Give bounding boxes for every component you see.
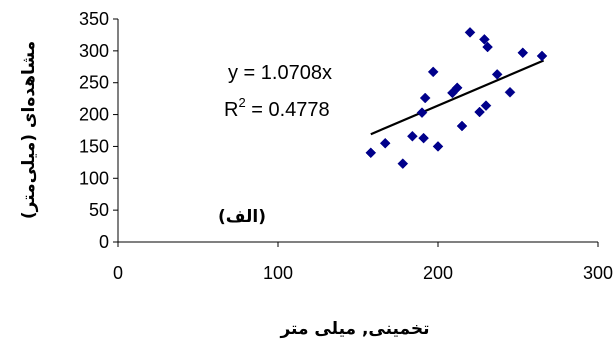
data-point <box>482 41 493 53</box>
data-point <box>504 86 516 98</box>
equation-label: y = 1.0708x <box>228 62 332 84</box>
data-points <box>365 27 548 169</box>
y-tick-label: 300 <box>79 41 109 61</box>
x-tick-label: 200 <box>423 263 453 283</box>
y-axis-title: مشاهده‌ای (میلی‌متر) <box>19 41 39 219</box>
x-tick-label: 100 <box>263 263 293 283</box>
r-squared-label: R2 = 0.4778 <box>224 95 330 121</box>
data-point <box>379 137 391 149</box>
data-point <box>416 107 428 119</box>
y-tick-label: 250 <box>79 73 109 93</box>
r-squared-value: = 0.4778 <box>246 99 330 121</box>
x-axis-title: تخمینی, میلی متر <box>279 319 429 339</box>
data-point <box>474 106 485 118</box>
y-tick-label: 150 <box>79 136 109 156</box>
data-point <box>517 47 529 59</box>
data-point <box>491 69 503 80</box>
y-tick-label: 50 <box>89 200 109 220</box>
data-point <box>418 132 429 144</box>
y-tick-labels: 0 50 100 150 200 250 300 350 <box>79 9 109 252</box>
panel-label: (الف) <box>218 207 266 227</box>
r-squared-sup: 2 <box>238 95 245 110</box>
x-tick-label: 0 <box>113 263 123 283</box>
trendline <box>370 59 545 136</box>
r-squared-base: R <box>224 99 238 121</box>
data-point <box>365 147 377 159</box>
data-point <box>536 50 548 62</box>
axes <box>113 18 599 247</box>
data-point <box>432 141 444 152</box>
data-point <box>407 130 418 142</box>
data-point <box>451 82 463 94</box>
data-point <box>419 92 431 104</box>
data-point <box>427 66 439 78</box>
data-point <box>479 34 490 45</box>
data-point <box>456 120 468 132</box>
trendline-group <box>370 59 545 136</box>
x-tick-label: 300 <box>583 263 613 283</box>
data-point <box>480 100 492 112</box>
data-point <box>464 27 476 38</box>
data-point <box>397 158 409 169</box>
y-tick-label: 200 <box>79 105 109 125</box>
y-tick-label: 0 <box>99 232 109 252</box>
x-tick-labels: 0 100 200 300 <box>113 263 613 283</box>
y-tick-label: 100 <box>79 168 109 188</box>
y-tick-label: 350 <box>79 9 109 29</box>
